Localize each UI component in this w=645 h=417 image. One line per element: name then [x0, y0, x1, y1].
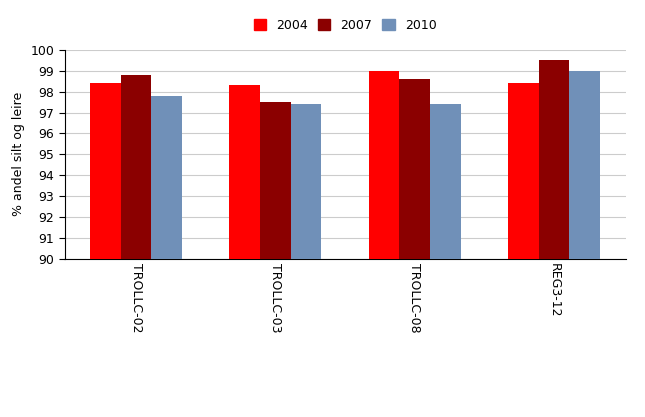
Bar	[430, 104, 461, 417]
Bar	[369, 71, 399, 417]
Bar	[539, 60, 570, 417]
Bar	[90, 83, 121, 417]
Legend: 2004, 2007, 2010: 2004, 2007, 2010	[253, 19, 437, 32]
Y-axis label: % andel silt og leire: % andel silt og leire	[12, 92, 25, 216]
Bar	[121, 75, 152, 417]
Bar	[260, 102, 291, 417]
Bar	[399, 79, 430, 417]
Bar	[291, 104, 321, 417]
Bar	[230, 85, 260, 417]
Bar	[570, 71, 600, 417]
Bar	[152, 96, 182, 417]
Bar	[508, 83, 539, 417]
